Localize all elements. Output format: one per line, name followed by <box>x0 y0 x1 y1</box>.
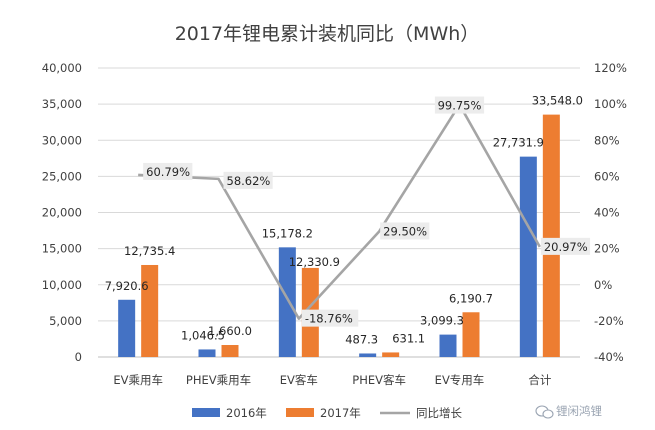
y-tick-label: 40,000 <box>42 61 82 75</box>
y2-tick-label: 40% <box>594 206 620 220</box>
y-tick-label: 0 <box>75 350 82 364</box>
line-label: 60.79% <box>146 165 190 179</box>
y2-tick-label: 20% <box>594 242 620 256</box>
category-axis: EV乘用车 PHEV乘用车 EV客车 PHEV客车 EV专用车 合计 <box>113 373 551 387</box>
y-tick-label: 5,000 <box>49 314 82 328</box>
legend-swatch-2016 <box>192 408 220 417</box>
line-label: 99.75% <box>438 99 482 113</box>
category-label: PHEV客车 <box>352 373 406 387</box>
y-tick-label: 15,000 <box>42 242 82 256</box>
legend-swatch-2017 <box>286 408 314 417</box>
bar-label-2017: 6,190.7 <box>449 291 493 305</box>
legend-label-2016: 2016年 <box>226 406 267 420</box>
y-axis-right: -40% -20% 0% 20% 40% 60% 80% 100% 120% <box>594 61 627 364</box>
bar-2017 <box>382 352 400 357</box>
category-label: EV乘用车 <box>113 373 163 387</box>
legend-label-growth: 同比增长 <box>416 406 462 420</box>
bar-2017 <box>542 114 560 358</box>
bar-label-2016: 7,920.6 <box>105 279 149 293</box>
bar-data-labels: 7,920.6 12,735.4 1,046.51,660.0 15,178.2 12,… <box>105 94 583 347</box>
bar-label-2017: 631.1 <box>392 331 425 345</box>
y-tick-label: 35,000 <box>42 97 82 111</box>
category-label: EV专用车 <box>435 373 485 387</box>
y2-tick-label: 0% <box>594 278 612 292</box>
watermark: 锂闲鸿锂 <box>535 404 602 419</box>
y-tick-label: 20,000 <box>42 206 82 220</box>
bar-label-2017: 12,330.9 <box>289 255 340 269</box>
y2-tick-label: 80% <box>594 133 620 147</box>
bar-2017 <box>141 264 159 357</box>
bar-series <box>118 114 560 358</box>
line-data-labels: 60.79% 58.62% -18.76% 29.50% 99.75% 20.97% <box>143 96 591 327</box>
category-label: EV客车 <box>280 373 318 387</box>
legend: 2016年 2017年 同比增长 <box>192 406 462 420</box>
bar-label-2017: 33,548.0 <box>532 94 583 108</box>
bar-label-2016: 27,731.9 <box>493 136 544 150</box>
y-tick-label: 10,000 <box>42 278 82 292</box>
bar-2016 <box>278 247 296 357</box>
y-tick-label: 25,000 <box>42 169 82 183</box>
line-label: 29.50% <box>383 224 427 238</box>
bar-label-2016: 15,178.2 <box>262 226 313 240</box>
y-axis-left: 0 5,000 10,000 15,000 20,000 25,000 30,000 35,0… <box>42 61 82 364</box>
y-tick-label: 30,000 <box>42 133 82 147</box>
bar-label-2016: 1,046.5 <box>181 328 225 342</box>
line-label: 20.97% <box>544 240 588 254</box>
bar-2016 <box>519 156 537 357</box>
line-label-bg <box>434 96 485 114</box>
line-label-bg <box>540 237 591 255</box>
chart-title: 2017年锂电累计装机同比（MWh） <box>175 23 480 45</box>
y2-tick-label: 120% <box>594 61 627 75</box>
bar-label-2017: 1,660.0 <box>208 324 252 338</box>
bar-2016 <box>198 349 216 357</box>
line-label: 58.62% <box>227 174 271 188</box>
line-label: -18.76% <box>305 312 353 326</box>
y2-tick-label: -20% <box>594 314 624 328</box>
bar-label-2017: 12,735.4 <box>124 244 175 258</box>
bar-2017 <box>221 345 239 357</box>
y2-tick-label: -40% <box>594 350 624 364</box>
line-series <box>138 103 541 320</box>
bar-label-2016: 3,099.3 <box>420 314 464 328</box>
y2-tick-label: 60% <box>594 169 620 183</box>
y2-tick-label: 100% <box>594 97 627 111</box>
category-label: 合计 <box>528 373 551 387</box>
bar-label-2016: 487.3 <box>345 332 378 346</box>
line-label-bg <box>143 162 193 180</box>
bar-2016 <box>118 299 136 357</box>
category-label: PHEV乘用车 <box>186 373 251 387</box>
bar-2016 <box>439 334 457 357</box>
watermark-text: 锂闲鸿锂 <box>556 404 602 418</box>
line-label-bg <box>301 309 359 327</box>
growth-line <box>138 103 541 320</box>
wechat-icon <box>535 405 554 419</box>
bar-2016 <box>359 353 377 357</box>
line-label-bg <box>380 222 430 240</box>
line-label-bg <box>223 171 273 189</box>
legend-label-2017: 2017年 <box>320 406 361 420</box>
bar-2017 <box>462 312 480 357</box>
